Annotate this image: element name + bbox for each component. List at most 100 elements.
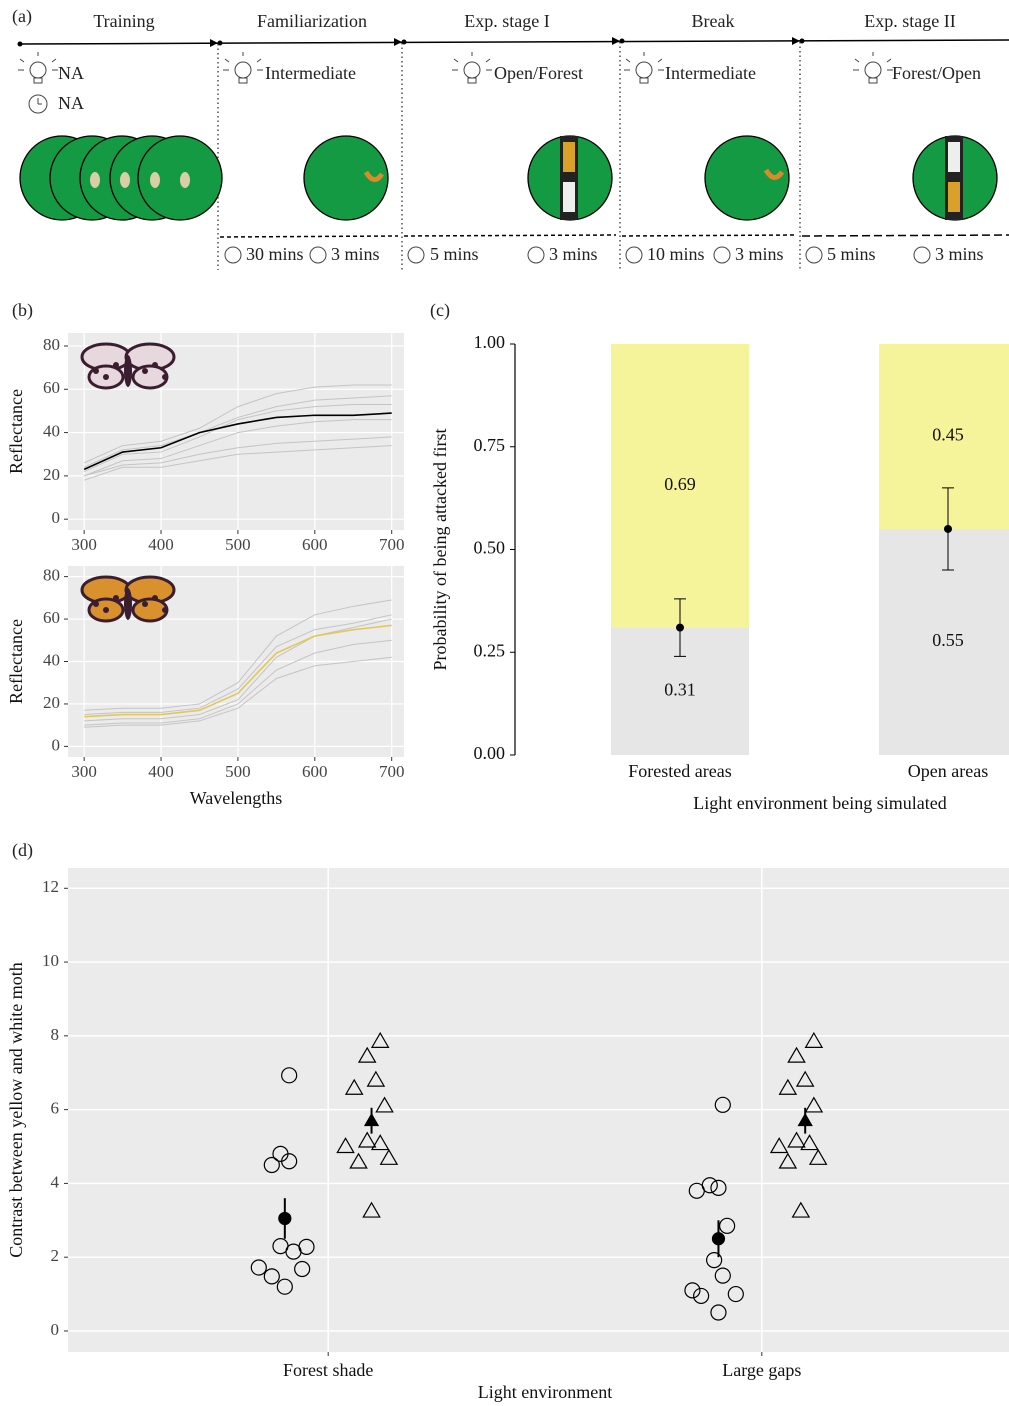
x-tick-label: Forest shade	[283, 1360, 373, 1380]
bar-segment	[611, 344, 749, 628]
x-tick-label: 600	[302, 762, 328, 781]
y-axis-label: Probability of being attacked first	[430, 429, 450, 671]
y-tick-label: 2	[51, 1246, 60, 1265]
timeline-nodes	[17, 37, 805, 47]
point	[688, 1182, 705, 1199]
point	[719, 1217, 736, 1234]
point	[714, 1096, 731, 1113]
x-tick-label: 400	[148, 762, 174, 781]
moth-spot	[93, 601, 99, 607]
stage-title: Training	[93, 11, 154, 31]
point	[357, 1131, 377, 1148]
point	[944, 524, 952, 533]
x-axis-label: Wavelengths	[190, 788, 283, 808]
line	[83, 384, 392, 464]
panel-label: (c)	[430, 300, 450, 321]
point	[366, 1070, 386, 1087]
light-setting: Intermediate	[665, 63, 756, 83]
point	[276, 1278, 293, 1295]
line	[83, 403, 392, 473]
y-tick-label: 40	[43, 421, 60, 440]
icons	[18, 52, 931, 264]
point	[363, 1112, 380, 1127]
moth-spot	[113, 595, 119, 601]
point	[787, 1131, 806, 1148]
moth-spot	[103, 374, 109, 380]
moth-spot	[162, 607, 168, 613]
point	[808, 1148, 828, 1165]
point	[710, 1179, 727, 1196]
stage-dividers	[217, 42, 801, 270]
y-tick-label: 0	[51, 1320, 60, 1339]
moth-spot	[142, 368, 148, 374]
line	[84, 614, 392, 716]
moth-body	[124, 588, 132, 620]
y-tick-label: 80	[43, 566, 60, 585]
point	[336, 1137, 355, 1154]
light-setting: Open/Forest	[494, 63, 583, 83]
y-tick-label: 60	[43, 608, 60, 627]
line	[83, 395, 392, 468]
x-tick-label: 300	[71, 762, 97, 781]
point	[370, 1031, 390, 1048]
x-axis-label: Light environment	[478, 1382, 612, 1402]
x-tick-label: 500	[225, 535, 251, 554]
x-tick-label: 600	[302, 535, 328, 554]
y-tick-label: 40	[43, 650, 60, 669]
y-tick-label: 0.25	[474, 640, 506, 660]
y-tick-label: 20	[43, 693, 60, 712]
point	[800, 1134, 819, 1151]
moth-wing	[131, 364, 169, 390]
line	[83, 412, 392, 471]
bar-segment	[879, 528, 1009, 755]
y-tick-label: 20	[43, 465, 60, 484]
point	[693, 1287, 710, 1305]
point	[711, 1232, 726, 1246]
point	[684, 1282, 701, 1299]
bar-segment	[879, 344, 1009, 529]
line	[84, 436, 392, 477]
bar-label: 0.69	[664, 474, 696, 494]
moth-spot	[103, 607, 109, 613]
duration: 3 mins	[549, 244, 598, 264]
point	[804, 1096, 824, 1113]
y-tick-label: 12	[42, 877, 59, 896]
y-tick-label: 1.00	[474, 332, 506, 352]
y-tick-label: 0	[52, 735, 61, 754]
point	[706, 1252, 723, 1269]
duration: 10 mins	[647, 244, 705, 264]
panel-label: (d)	[12, 840, 33, 861]
point	[727, 1285, 744, 1303]
point	[769, 1137, 789, 1154]
x-tick-label: 300	[71, 535, 97, 554]
point	[278, 1211, 292, 1226]
point	[778, 1078, 798, 1095]
x-tick-label: Large gaps	[722, 1360, 801, 1380]
bar-label: 0.55	[932, 630, 964, 650]
y-axis-label: Contrast between yellow and white moth	[6, 962, 26, 1257]
y-tick-label: 0.75	[474, 435, 506, 455]
point	[795, 1070, 815, 1087]
point	[263, 1156, 280, 1174]
duration: 30 mins	[246, 244, 304, 264]
moth-spot	[142, 601, 148, 607]
y-tick-label: 0.50	[474, 538, 506, 558]
point	[710, 1304, 727, 1321]
x-tick-label: Forested areas	[628, 761, 731, 781]
point	[362, 1201, 381, 1218]
point	[357, 1046, 377, 1063]
y-tick-label: 60	[43, 378, 60, 397]
point	[379, 1148, 399, 1165]
light-setting: Intermediate	[265, 63, 356, 83]
point	[294, 1260, 311, 1278]
point	[263, 1268, 280, 1285]
duration: 3 mins	[331, 244, 380, 264]
y-tick-label: 0	[52, 508, 61, 527]
line	[83, 419, 392, 477]
timeline-line	[19, 39, 1009, 45]
light-setting: Forest/Open	[892, 63, 981, 83]
line	[84, 599, 392, 711]
y-tick-label: 0.00	[474, 743, 506, 763]
stage-title: Exp. stage II	[864, 11, 955, 31]
